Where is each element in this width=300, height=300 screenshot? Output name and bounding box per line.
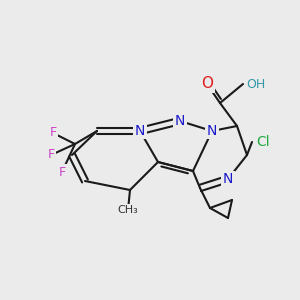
Text: N: N: [135, 124, 145, 138]
Text: F: F: [47, 148, 55, 161]
Text: OH: OH: [246, 77, 265, 91]
Text: N: N: [207, 124, 217, 138]
Text: Cl: Cl: [256, 135, 270, 149]
Text: F: F: [50, 127, 57, 140]
Text: F: F: [58, 166, 66, 178]
Text: N: N: [223, 172, 233, 186]
Text: CH₃: CH₃: [118, 205, 138, 215]
Text: O: O: [201, 76, 213, 92]
Text: N: N: [175, 114, 185, 128]
